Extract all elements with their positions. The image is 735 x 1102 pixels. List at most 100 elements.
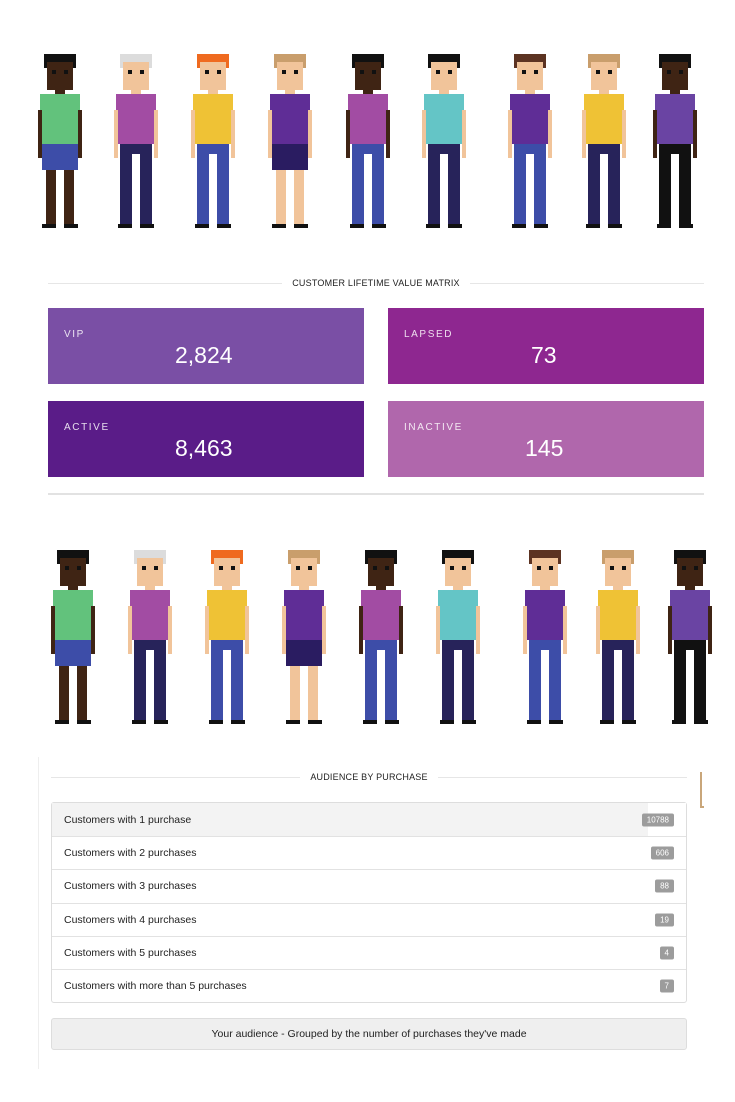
leg [608,154,620,226]
shirt [361,590,401,640]
person-3-figure [205,550,249,724]
eye [534,70,538,74]
list-item-label: Customers with 3 purchases [64,880,197,893]
hair-top [367,550,395,558]
list-item-label: Customers with 5 purchases [64,946,197,959]
shirt [424,94,464,144]
neck [376,586,386,590]
neck [68,586,78,590]
head [517,60,543,90]
count-badge: 10788 [641,813,674,827]
leg [534,154,546,226]
list-item[interactable]: Customers with 3 purchases 88 [52,869,686,902]
list-item[interactable]: Customers with 1 purchase 10788 [52,803,686,837]
shirt [510,94,550,144]
eye [140,70,144,74]
eye [667,70,671,74]
shirt [193,94,233,144]
audience-panel [38,757,698,1069]
lapsed-tile[interactable]: LAPSED 73 [388,308,704,384]
head [677,556,703,586]
leg [59,666,69,722]
arm [231,110,235,158]
neck [439,90,449,94]
leg [211,650,223,722]
hair-top [122,54,150,62]
arm [523,606,527,654]
head [431,60,457,90]
lapsed-label: LAPSED [404,329,454,340]
shirt [598,590,638,640]
leg [462,650,474,722]
shoe [132,720,146,724]
active-label: ACTIVE [64,422,110,433]
eye [537,566,541,570]
hair-top [661,54,689,62]
skirt [42,144,78,170]
eye [608,70,612,74]
count-badge: 88 [655,879,674,893]
inactive-tile[interactable]: INACTIVE 145 [388,401,704,477]
active-tile[interactable]: ACTIVE 8,463 [48,401,364,477]
eye [385,566,389,570]
shirt [525,590,565,640]
person-4-figure [268,54,312,228]
arm [346,110,350,158]
divider-line-right [469,282,704,284]
shoe [64,224,78,228]
person-9-figure [668,550,712,724]
person-7-figure [508,54,552,228]
shoe [657,224,671,228]
neck [363,90,373,94]
leg [588,154,600,226]
person-8-figure [582,54,626,228]
list-item[interactable]: Customers with 5 purchases 4 [52,935,686,969]
shirt [655,94,695,144]
shirt [207,590,247,640]
skirt [55,640,91,666]
leg [365,650,377,722]
head [291,556,317,586]
shoe [308,720,322,724]
person-3-figure [191,54,235,228]
list-item[interactable]: Customers with more than 5 purchases 7 [52,968,686,1002]
neck [222,586,232,590]
panel-edge-mark [700,772,704,808]
vip-value: 2,824 [175,342,233,368]
head [355,60,381,90]
leg [276,170,286,226]
hair-top [531,550,559,558]
shoe [679,224,693,228]
count-badge: 606 [650,846,674,860]
head [662,60,688,90]
arm [476,606,480,654]
arm [386,110,390,158]
leg [529,650,541,722]
vip-tile[interactable]: VIP 2,824 [48,308,364,384]
waist [134,640,166,650]
eye [217,70,221,74]
head [60,556,86,586]
head [591,60,617,90]
arm [708,606,712,654]
arm [205,606,209,654]
eye [694,566,698,570]
neck [540,586,550,590]
eye [522,70,526,74]
eye [448,70,452,74]
eye [596,70,600,74]
list-item[interactable]: Customers with 2 purchases 606 [52,836,686,869]
person-1-figure [38,54,82,228]
person-5-figure [346,54,390,228]
waist [120,144,152,154]
shirt [584,94,624,144]
list-item[interactable]: Customers with 4 purchases 19 [52,902,686,936]
arm [282,606,286,654]
leg [679,154,691,226]
shoe [694,720,708,724]
lapsed-value: 73 [531,342,557,368]
person-8-figure [596,550,640,724]
waist [659,144,691,154]
leg [134,650,146,722]
eye [610,566,614,570]
